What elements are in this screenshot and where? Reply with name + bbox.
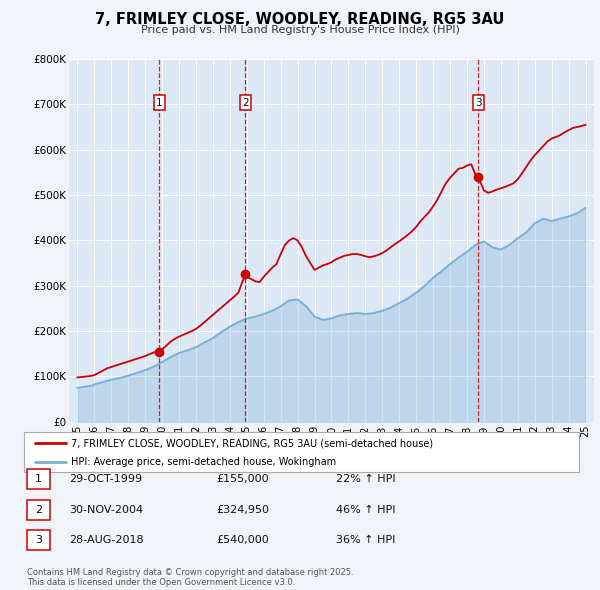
Text: Contains HM Land Registry data © Crown copyright and database right 2025.
This d: Contains HM Land Registry data © Crown c… <box>27 568 353 587</box>
Text: 7, FRIMLEY CLOSE, WOODLEY, READING, RG5 3AU (semi-detached house): 7, FRIMLEY CLOSE, WOODLEY, READING, RG5 … <box>71 438 433 448</box>
Text: 22% ↑ HPI: 22% ↑ HPI <box>336 474 395 484</box>
Text: 46% ↑ HPI: 46% ↑ HPI <box>336 505 395 514</box>
Text: 2: 2 <box>35 505 42 514</box>
Text: 3: 3 <box>475 97 481 107</box>
Text: 28-AUG-2018: 28-AUG-2018 <box>69 536 143 545</box>
Text: £324,950: £324,950 <box>216 505 269 514</box>
Text: 7, FRIMLEY CLOSE, WOODLEY, READING, RG5 3AU: 7, FRIMLEY CLOSE, WOODLEY, READING, RG5 … <box>95 12 505 27</box>
Text: HPI: Average price, semi-detached house, Wokingham: HPI: Average price, semi-detached house,… <box>71 457 337 467</box>
Text: Price paid vs. HM Land Registry's House Price Index (HPI): Price paid vs. HM Land Registry's House … <box>140 25 460 35</box>
Text: 1: 1 <box>156 97 163 107</box>
Text: 30-NOV-2004: 30-NOV-2004 <box>69 505 143 514</box>
Text: £540,000: £540,000 <box>216 536 269 545</box>
Text: 3: 3 <box>35 536 42 545</box>
Text: £155,000: £155,000 <box>216 474 269 484</box>
Text: 2: 2 <box>242 97 249 107</box>
Text: 29-OCT-1999: 29-OCT-1999 <box>69 474 142 484</box>
Text: 36% ↑ HPI: 36% ↑ HPI <box>336 536 395 545</box>
Text: 1: 1 <box>35 474 42 484</box>
